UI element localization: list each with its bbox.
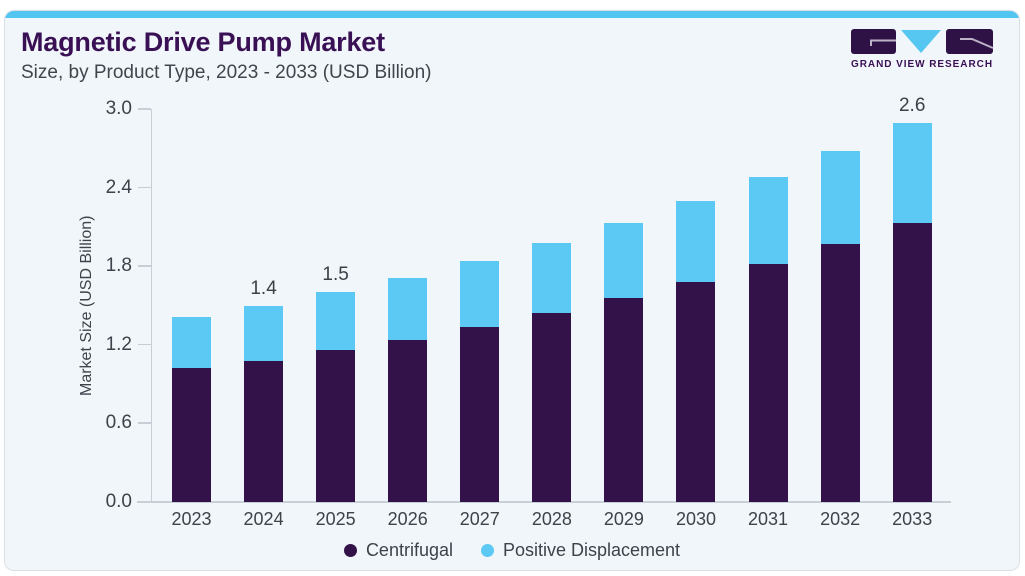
bar-2028-positive-displacement [532, 242, 572, 314]
x-tick-label-2028: 2028 [531, 509, 572, 529]
bar-2029-centrifugal [604, 297, 644, 502]
bar-2030 [676, 200, 716, 502]
x-tick-label-2023: 2023 [171, 509, 212, 529]
bar-2028-centrifugal [532, 313, 572, 502]
legend-item-positive-displacement: Positive Displacement [480, 540, 681, 561]
bar-2029-positive-displacement [604, 223, 644, 298]
bar-2025 [316, 292, 356, 502]
legend-item-centrifugal: Centrifugal [343, 540, 453, 561]
x-tick-label-2029: 2029 [603, 509, 644, 529]
bar-2026-centrifugal [388, 339, 428, 502]
bar-2033-centrifugal [892, 223, 932, 502]
bar-2026 [388, 278, 428, 502]
y-tick-1.2 [138, 343, 151, 346]
y-tick-0.0 [138, 501, 151, 503]
bar-2032-centrifugal [820, 243, 860, 502]
bar-2023-centrifugal [172, 368, 211, 502]
legend-swatch-icon [480, 544, 494, 557]
bar-2033 [892, 123, 932, 502]
chart-header: Magnetic Drive Pump Market Size, by Prod… [21, 27, 431, 85]
logo-g-glyph [870, 39, 896, 46]
legend: Centrifugal Positive Displacement [5, 540, 1019, 561]
bar-2031 [748, 177, 788, 502]
legend-swatch-icon [343, 544, 357, 557]
bar-value-label-2024: 1.4 [250, 277, 277, 299]
bar-2027-positive-displacement [460, 261, 500, 327]
grand-view-research-logo: GRAND VIEW RESEARCH [851, 29, 994, 70]
chart-title: Magnetic Drive Pump Market [21, 27, 385, 57]
plot-area: 1.4 1.5 2.6 [151, 95, 951, 502]
x-tick-label-2032: 2032 [820, 509, 861, 529]
logo-r-glyph [960, 38, 994, 49]
y-tick-0.6 [138, 422, 151, 424]
legend-label: Centrifugal [365, 540, 453, 560]
bar-2025-centrifugal [316, 350, 356, 502]
x-axis-labels: 2023 2024 2025 2026 2027 2028 2029 2030 2031 2032… [151, 508, 951, 530]
bar-2031-centrifugal [748, 263, 788, 502]
x-tick-label-2031: 2031 [748, 509, 789, 529]
x-tick-label-2027: 2027 [459, 509, 500, 529]
bar-value-label-2025: 1.5 [322, 264, 349, 286]
bar-2026-positive-displacement [388, 278, 428, 340]
x-tick-label-2025: 2025 [315, 509, 356, 529]
bar-2030-positive-displacement [676, 200, 716, 282]
bar-2024 [244, 305, 284, 502]
x-tick-label-2026: 2026 [387, 509, 428, 529]
y-axis-title: Market Size (USD Billion) [78, 215, 95, 396]
chart-card: Magnetic Drive Pump Market Size, by Prod… [4, 10, 1020, 571]
bar-2029 [604, 223, 644, 502]
bar-2033-positive-displacement [892, 123, 932, 223]
logo-wordmark: GRAND VIEW RESEARCH [851, 58, 993, 70]
legend-label: Positive Displacement [502, 540, 681, 560]
y-tick-3.0 [138, 108, 151, 110]
x-tick-label-2033: 2033 [892, 509, 933, 529]
bar-2031-positive-displacement [748, 177, 788, 264]
bar-value-label-2033: 2.6 [898, 95, 926, 117]
accent-top-strip [5, 11, 1019, 18]
bar-2024-centrifugal [244, 360, 284, 502]
bar-2023 [172, 317, 211, 502]
chart-subtitle: Size, by Product Type, 2023 - 2033 (USD … [21, 62, 432, 83]
bar-2032-positive-displacement [820, 150, 860, 244]
logo-triangle-icon [901, 30, 941, 53]
bar-2028 [532, 242, 572, 502]
bar-2032 [820, 150, 860, 502]
bar-2024-positive-displacement [244, 305, 284, 361]
bar-2027 [460, 261, 500, 502]
x-tick-label-2030: 2030 [675, 509, 716, 529]
y-tick-2.4 [138, 186, 151, 189]
x-tick-label-2024: 2024 [243, 509, 284, 529]
bar-2027-centrifugal [460, 326, 500, 502]
bar-2023-positive-displacement [172, 317, 211, 369]
bar-2025-positive-displacement [316, 292, 356, 350]
logo-right-block [946, 29, 993, 54]
y-tick-1.8 [138, 265, 151, 267]
bar-2030-centrifugal [676, 281, 716, 502]
